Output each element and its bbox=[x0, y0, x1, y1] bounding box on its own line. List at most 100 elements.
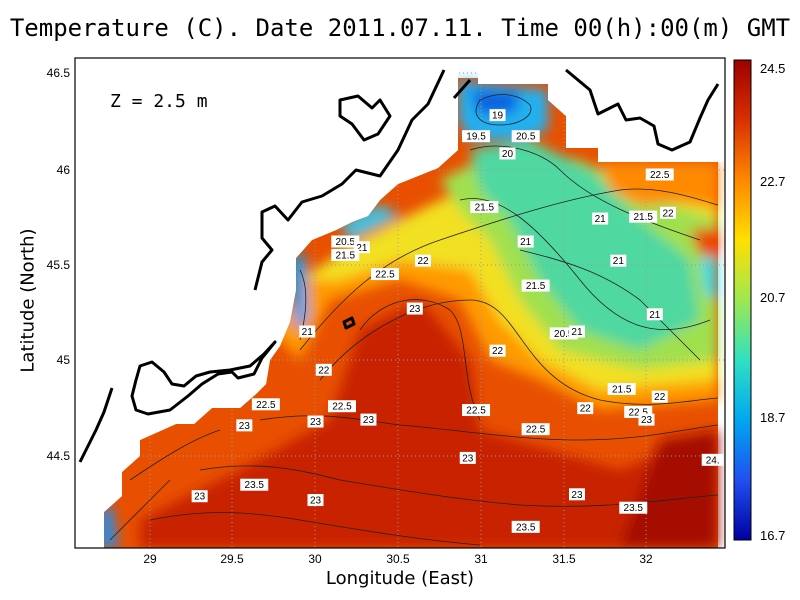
land-mask bbox=[75, 58, 725, 548]
contour-label: 20 bbox=[502, 149, 514, 160]
chart-title: Temperature (C). Date 2011.07.11. Time 0… bbox=[9, 14, 791, 42]
x-tick-label: 29 bbox=[143, 552, 157, 566]
contour-label: 23 bbox=[641, 415, 653, 426]
contour-label: 21 bbox=[613, 256, 625, 267]
contour-label-box bbox=[462, 404, 491, 417]
contour-label-box bbox=[577, 402, 594, 415]
contour-label: 21 bbox=[356, 243, 368, 254]
contour-label-box bbox=[251, 398, 280, 411]
contour-label-box bbox=[568, 488, 585, 501]
contour-label-box bbox=[638, 413, 655, 426]
contour-label: 21.5 bbox=[475, 203, 495, 214]
contour-label-box bbox=[517, 235, 534, 248]
contour-label: 23 bbox=[310, 496, 322, 507]
contour-label-box bbox=[462, 130, 491, 143]
cool-band bbox=[470, 140, 700, 350]
contour-label: 21 bbox=[302, 327, 314, 338]
coastline bbox=[78, 68, 720, 463]
contour-label: 23.5 bbox=[516, 522, 536, 533]
contour-label-box bbox=[299, 325, 316, 338]
y-tick-label: 44.5 bbox=[47, 449, 71, 463]
colorbar-ticks: 24.5 22.7 20.7 18.7 16.7 bbox=[760, 61, 785, 543]
contour-label-box bbox=[568, 325, 585, 338]
cold-core bbox=[470, 90, 520, 115]
contour-label-box bbox=[521, 423, 550, 436]
contour-label: 21 bbox=[595, 214, 607, 225]
warm-core bbox=[140, 300, 718, 548]
contour-label-box bbox=[459, 451, 476, 464]
x-tick-label: 31 bbox=[474, 552, 488, 566]
x-tick-label: 30.5 bbox=[386, 552, 410, 566]
contour-label-box bbox=[701, 453, 724, 466]
east-cold bbox=[700, 250, 718, 300]
contour-label-box bbox=[406, 302, 423, 315]
contour-label: 21.5 bbox=[633, 212, 653, 223]
contour-label: 22.5 bbox=[526, 425, 546, 436]
contour-label: 22 bbox=[318, 365, 330, 376]
contour-label: 21 bbox=[571, 327, 583, 338]
contour-label: 22.5 bbox=[256, 400, 276, 411]
colorbar-tick-label: 24.5 bbox=[760, 61, 785, 76]
hot-core bbox=[620, 430, 718, 548]
y-axis-ticks: 46.5 46 45.5 45 44.5 bbox=[47, 66, 71, 463]
contour-label-box bbox=[327, 400, 356, 413]
y-tick-label: 45 bbox=[57, 353, 71, 367]
contour-label-box bbox=[499, 147, 516, 160]
depth-label: Z = 2.5 m bbox=[110, 91, 208, 112]
contour-label: 21.5 bbox=[526, 281, 546, 292]
contour-label: 22 bbox=[654, 392, 666, 403]
contour-label-box bbox=[660, 206, 677, 219]
contour-label-box bbox=[415, 254, 432, 267]
contour-label: 23 bbox=[239, 421, 251, 432]
contour-label-box bbox=[331, 235, 360, 248]
contour-label-box bbox=[646, 308, 663, 321]
contour-label-box bbox=[645, 168, 674, 181]
contour-label: 23.5 bbox=[245, 480, 265, 491]
contour-label: 23 bbox=[571, 490, 583, 501]
colorbar-tick-label: 16.7 bbox=[760, 528, 785, 543]
contour-label: 21.5 bbox=[336, 250, 356, 261]
contour-label: 24. bbox=[706, 455, 720, 466]
contour-label-box bbox=[521, 279, 550, 292]
contour-label: 21 bbox=[520, 237, 532, 248]
contour-label-box bbox=[489, 344, 506, 357]
contour-label-box bbox=[236, 419, 253, 432]
contour-label: 21.5 bbox=[612, 384, 632, 395]
contour-label: 23.5 bbox=[624, 503, 644, 514]
contour-label: 20.5 bbox=[516, 132, 536, 143]
colorbar-tick-label: 20.7 bbox=[760, 290, 785, 305]
contour-label-box bbox=[470, 201, 499, 214]
contour-label: 22 bbox=[580, 404, 592, 415]
contour-label-box bbox=[511, 520, 540, 533]
contour-label: 22 bbox=[418, 256, 430, 267]
contour-label-box bbox=[619, 501, 648, 514]
contour-label-box bbox=[371, 268, 400, 281]
contour-label: 23 bbox=[363, 415, 375, 426]
contour-label: 19 bbox=[492, 111, 504, 122]
contour-label: 20.5 bbox=[336, 237, 356, 248]
contour-label: 23 bbox=[462, 453, 474, 464]
contour-label-box bbox=[307, 415, 324, 428]
contour-label-box bbox=[307, 494, 324, 507]
contour-label: 23 bbox=[194, 492, 206, 503]
contour-label: 21 bbox=[649, 310, 661, 321]
contour-label: 19.5 bbox=[466, 132, 486, 143]
contour-label: 20.5 bbox=[554, 329, 574, 340]
contour-label: 23 bbox=[310, 417, 322, 428]
x-axis-label: Longitude (East) bbox=[325, 568, 475, 589]
contour-label-box bbox=[331, 248, 360, 261]
southwest-cold bbox=[100, 505, 118, 548]
contour-label: 22.5 bbox=[650, 170, 670, 181]
colorbar-tick-label: 22.7 bbox=[760, 174, 785, 189]
contour-label-box bbox=[610, 254, 627, 267]
contour-label: 22 bbox=[492, 346, 504, 357]
contour-label: 22.5 bbox=[375, 270, 395, 281]
northeast-warm bbox=[600, 162, 718, 205]
contour-label-box bbox=[511, 130, 540, 143]
contour-label-box bbox=[489, 109, 506, 122]
x-tick-label: 29.5 bbox=[220, 552, 244, 566]
contour-label: 22 bbox=[662, 208, 674, 219]
contour-lines bbox=[109, 94, 719, 546]
